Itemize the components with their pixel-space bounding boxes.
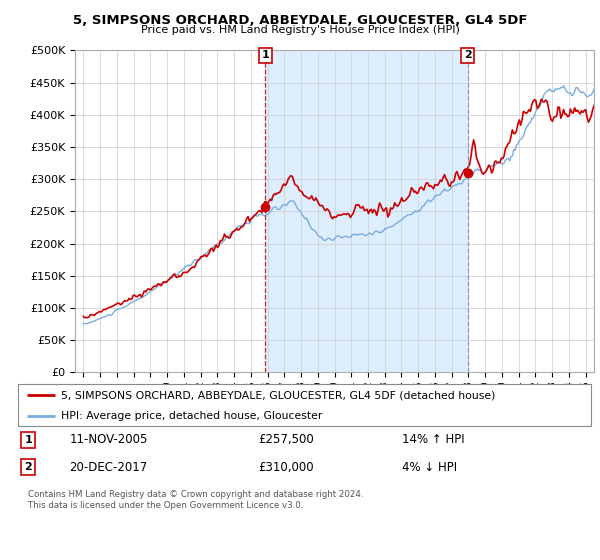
Text: Contains HM Land Registry data © Crown copyright and database right 2024.
This d: Contains HM Land Registry data © Crown c… <box>28 490 364 510</box>
Text: 5, SIMPSONS ORCHARD, ABBEYDALE, GLOUCESTER, GL4 5DF: 5, SIMPSONS ORCHARD, ABBEYDALE, GLOUCEST… <box>73 14 527 27</box>
Text: £310,000: £310,000 <box>259 461 314 474</box>
Text: £257,500: £257,500 <box>259 433 314 446</box>
FancyBboxPatch shape <box>18 384 591 426</box>
Text: 2: 2 <box>464 50 472 60</box>
Text: 14% ↑ HPI: 14% ↑ HPI <box>402 433 464 446</box>
Text: 1: 1 <box>262 50 269 60</box>
Text: 2: 2 <box>25 463 32 473</box>
Text: 5, SIMPSONS ORCHARD, ABBEYDALE, GLOUCESTER, GL4 5DF (detached house): 5, SIMPSONS ORCHARD, ABBEYDALE, GLOUCEST… <box>61 390 496 400</box>
Text: HPI: Average price, detached house, Gloucester: HPI: Average price, detached house, Glou… <box>61 412 322 421</box>
Text: 1: 1 <box>25 435 32 445</box>
Text: 20-DEC-2017: 20-DEC-2017 <box>70 461 148 474</box>
Text: Price paid vs. HM Land Registry's House Price Index (HPI): Price paid vs. HM Land Registry's House … <box>140 25 460 35</box>
Text: 11-NOV-2005: 11-NOV-2005 <box>70 433 148 446</box>
Bar <box>265 50 468 372</box>
Text: 4% ↓ HPI: 4% ↓ HPI <box>402 461 457 474</box>
